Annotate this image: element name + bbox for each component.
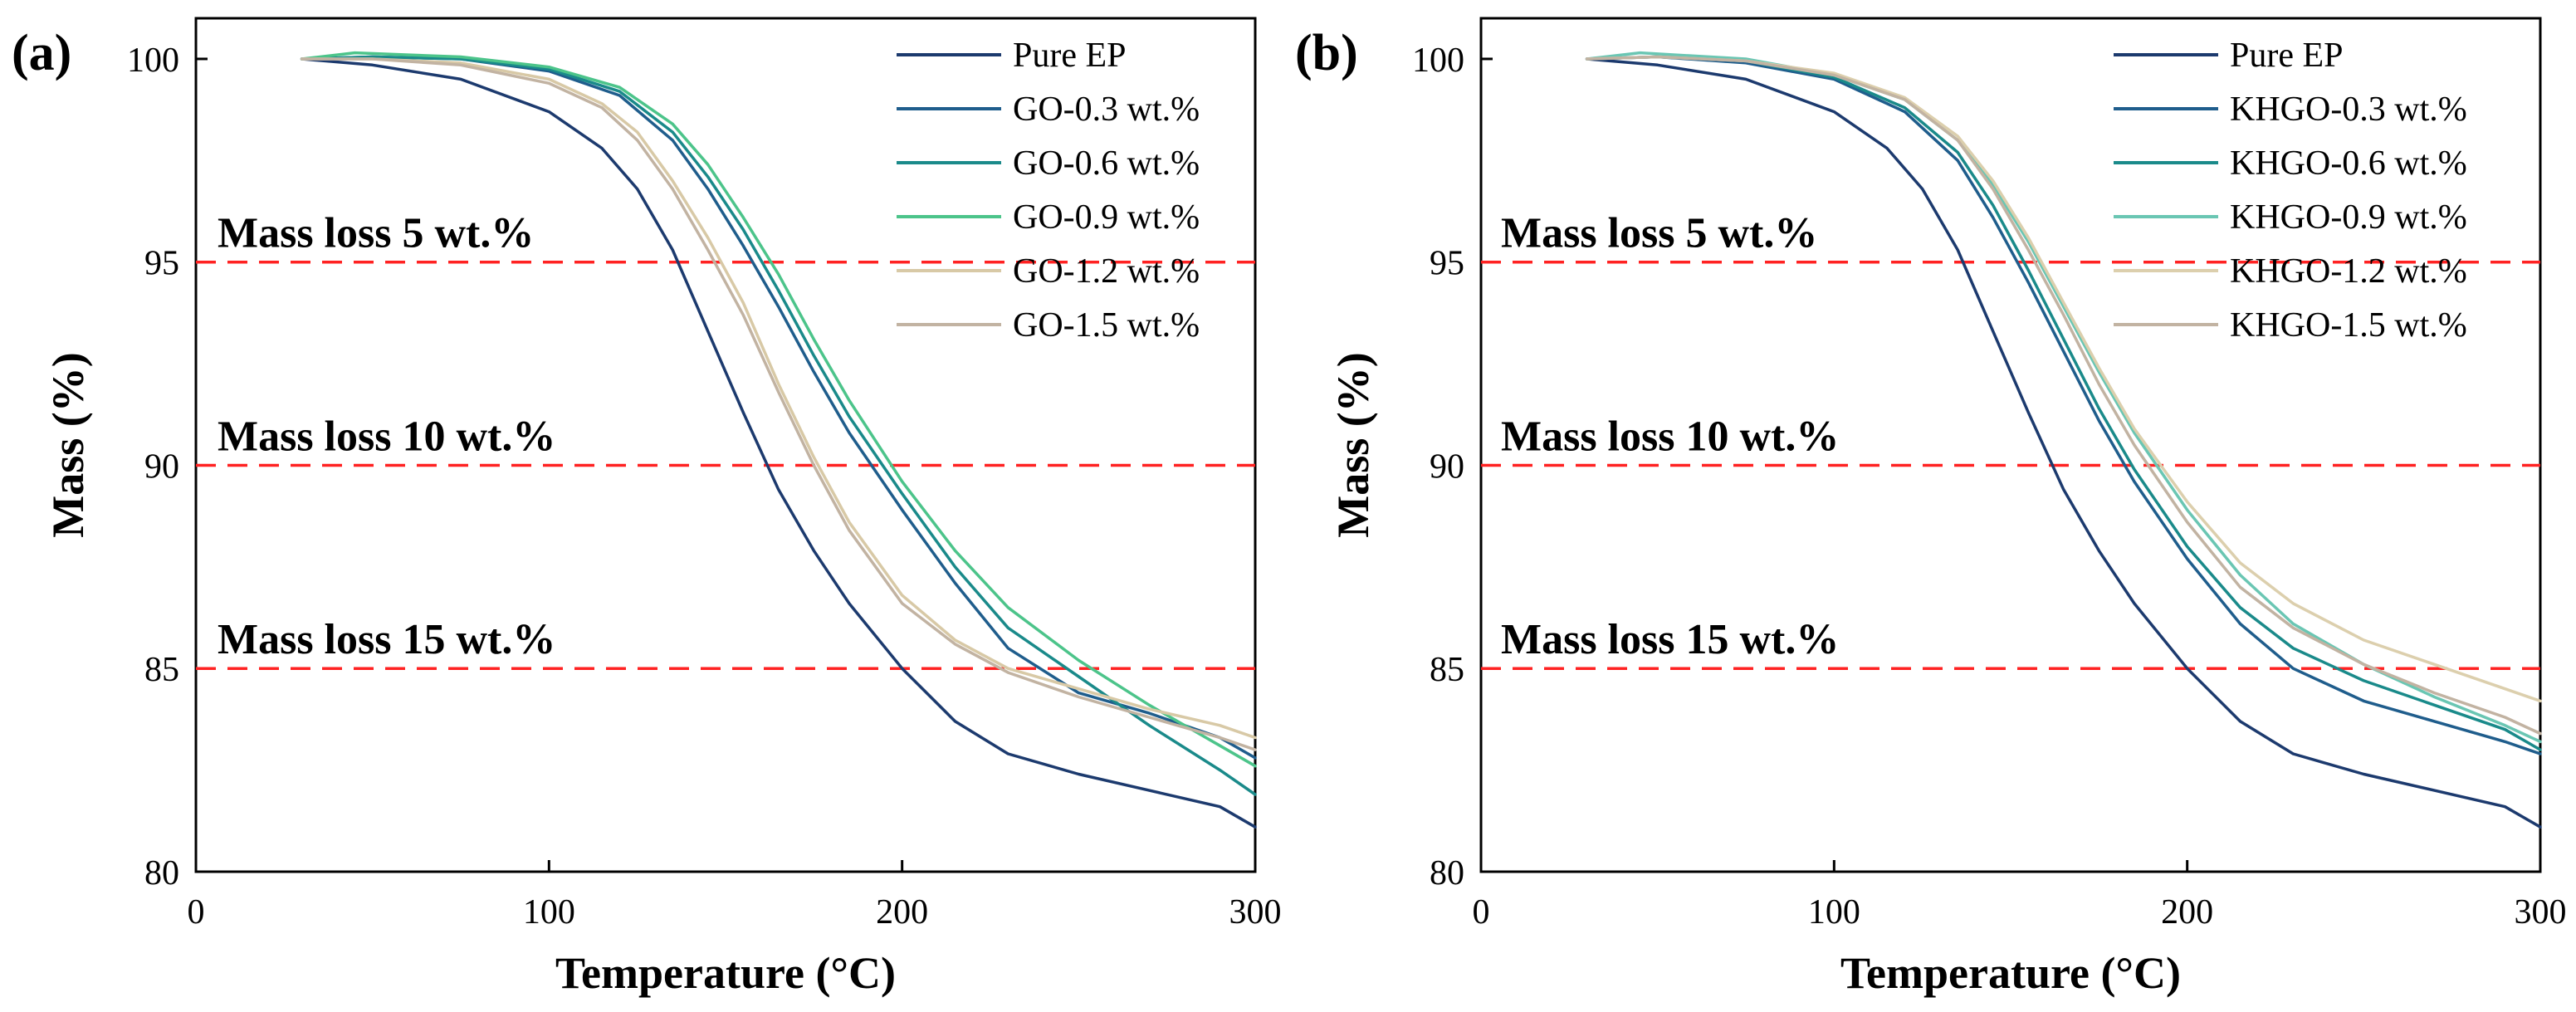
series-line [300,57,1257,740]
reference-line-label: Mass loss 10 wt.% [1501,413,1839,460]
y-tick-label: 90 [144,447,179,486]
reference-line-label: Mass loss 15 wt.% [218,616,555,663]
y-tick-label: 95 [144,245,179,283]
panel-label: (b) [1295,25,1358,81]
legend-label: GO-0.9 wt.% [1013,198,1200,237]
legend-label: GO-0.3 wt.% [1013,90,1200,129]
plot-frame [1479,17,2542,873]
x-tick-label: 200 [876,893,928,931]
legend-label: GO-1.2 wt.% [1013,252,1200,291]
y-tick-label: 95 [1430,245,1464,283]
legend-label: Pure EP [1013,37,1127,75]
x-axis-title: Temperature (°C) [1840,948,2181,998]
x-tick-label: 0 [1473,893,1490,931]
series-line [300,57,1257,829]
legend-label: GO-0.6 wt.% [1013,144,1200,183]
legend-label: Pure EP [2230,37,2344,75]
x-axis-title: Temperature (°C) [555,948,896,998]
reference-line-label: Mass loss 5 wt.% [1501,210,1817,257]
plot-frame [194,17,1257,873]
x-tick-label: 300 [1229,893,1282,931]
legend-label: KHGO-0.3 wt.% [2230,90,2467,129]
series-line [300,55,1257,760]
series-line [1585,55,2542,703]
legend-label: KHGO-0.6 wt.% [2230,144,2467,183]
reference-line-label: Mass loss 10 wt.% [218,413,555,460]
series-line [300,55,1257,796]
series-line [300,57,1257,751]
series-line [1585,55,2542,751]
y-tick-label: 80 [144,854,179,892]
series-line [1585,55,2542,736]
legend-label: KHGO-0.9 wt.% [2230,198,2467,237]
series-line [1585,55,2542,755]
y-tick-label: 85 [1430,651,1464,689]
reference-line-label: Mass loss 15 wt.% [1501,616,1839,663]
reference-line-label: Mass loss 5 wt.% [218,210,534,257]
series-line [1585,57,2542,829]
x-tick-label: 300 [2515,893,2567,931]
y-tick-label: 85 [144,651,179,689]
y-tick-label: 100 [127,42,179,80]
x-tick-label: 100 [1808,893,1860,931]
panel-label: (a) [12,25,71,81]
legend-label: GO-1.5 wt.% [1013,306,1200,345]
y-tick-label: 100 [1412,42,1464,80]
x-tick-label: 0 [188,893,205,931]
legend-label: KHGO-1.2 wt.% [2230,252,2467,291]
x-tick-label: 100 [523,893,575,931]
panel-a: 0 100 200 300 80 85 90 95 100 Temperature (°C) Mas… [12,17,1282,998]
y-axis-title: Mass (%) [43,352,93,537]
x-tick-label: 200 [2161,893,2213,931]
y-axis-title: Mass (%) [1328,352,1378,537]
series-line [300,51,1257,768]
y-tick-label: 80 [1430,854,1464,892]
y-tick-label: 90 [1430,447,1464,486]
legend-label: KHGO-1.5 wt.% [2230,306,2467,345]
panel-b: 0 100 200 300 80 85 90 95 100 Temperature (°C) Mas… [1295,17,2567,998]
